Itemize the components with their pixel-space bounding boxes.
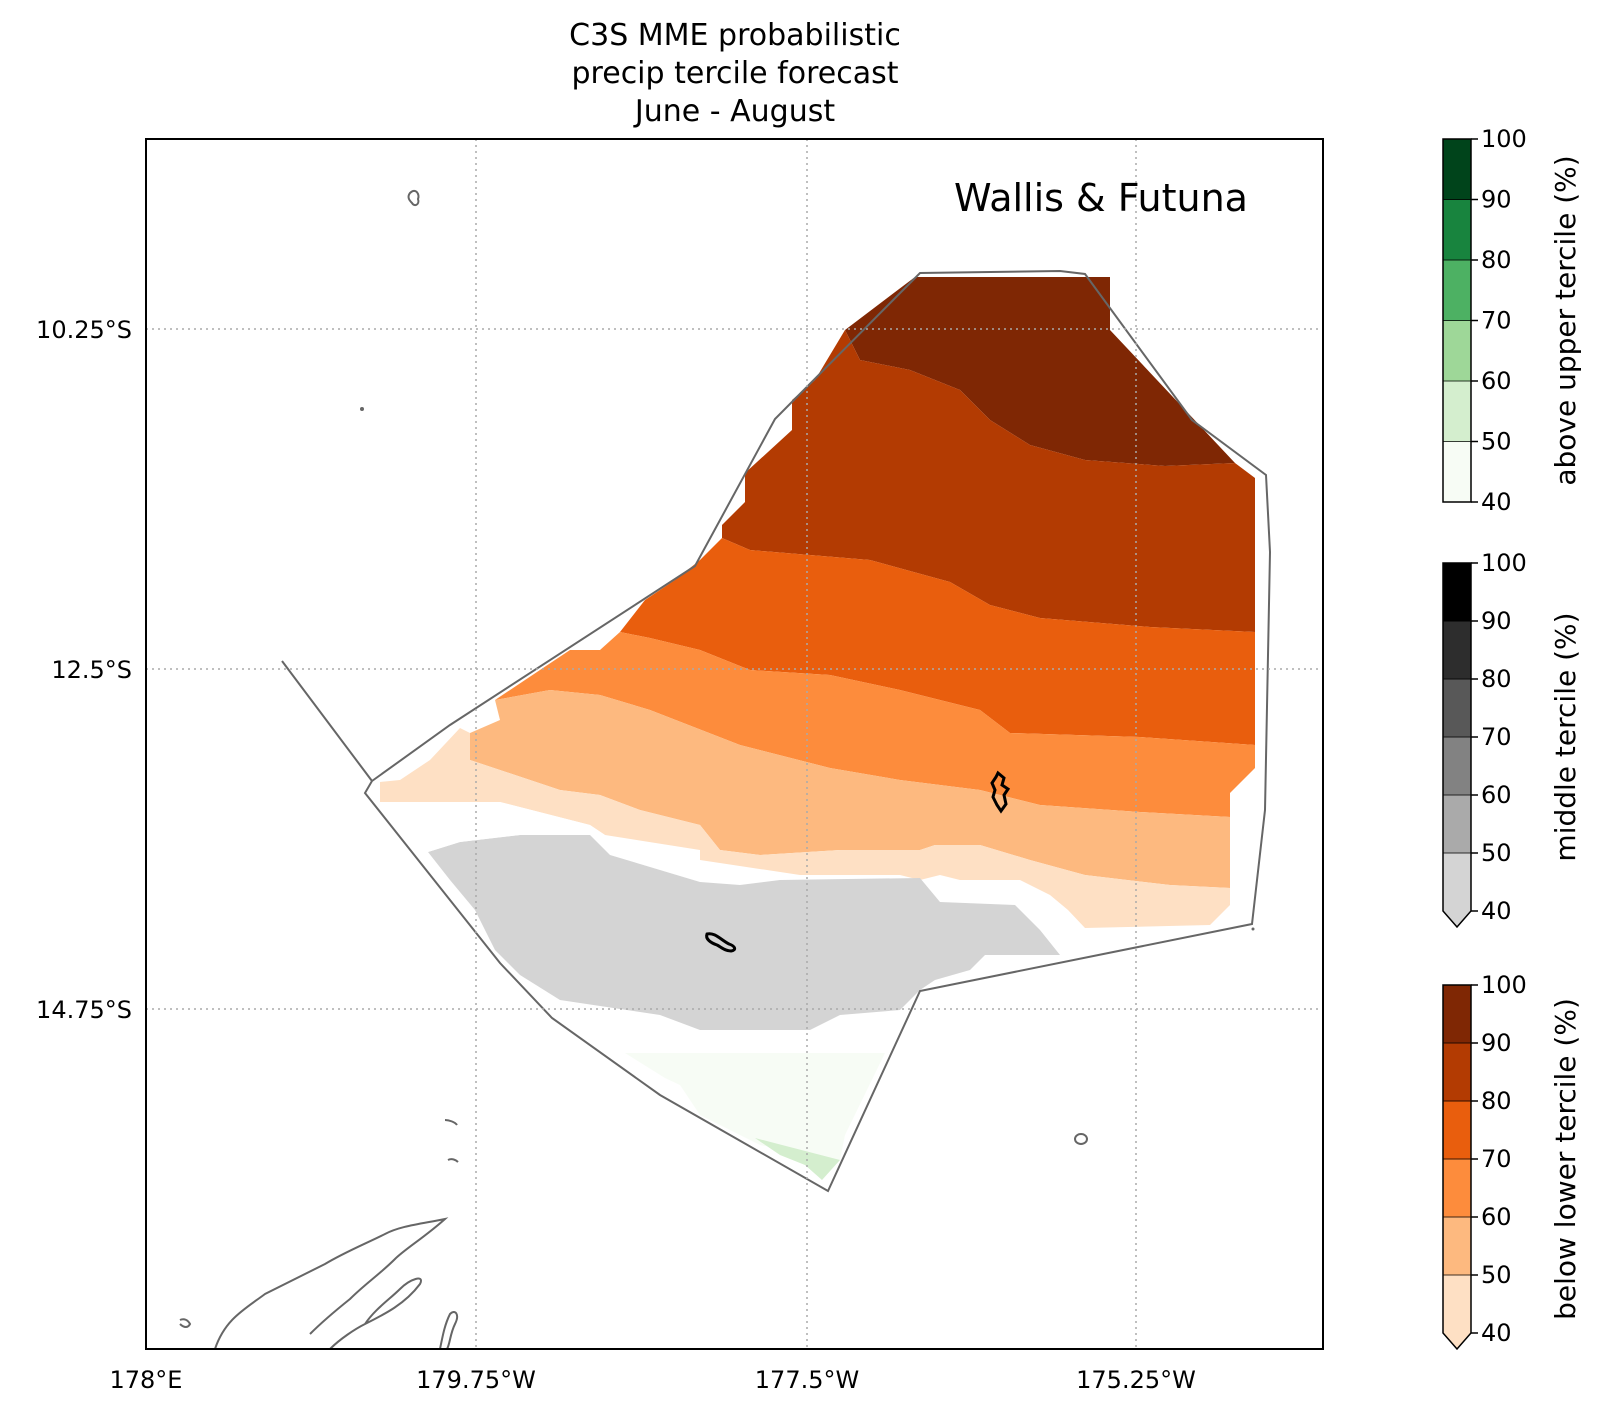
gap-strips: [380, 802, 605, 852]
colorbar-label: above upper tercile (%): [1549, 155, 1582, 485]
middle-tercile-shading: [428, 835, 1060, 1030]
x-tick-label: 177.5°W: [755, 1366, 859, 1394]
colorbar-label: middle tercile (%): [1549, 612, 1582, 861]
colorbar-tick-label: 100: [1481, 549, 1527, 577]
colorbar-1: 40 50 60 70 80 90 100 above upper tercile (%): [1442, 125, 1582, 516]
islet-north: [407, 189, 420, 207]
y-tick-label: 10.25°S: [36, 316, 132, 344]
colorbar-swatch: [1443, 563, 1471, 622]
colorbar-swatch: [1443, 199, 1471, 261]
colorbar-tick-label: 50: [1481, 839, 1512, 867]
colorbar-tick-label: 80: [1481, 246, 1512, 274]
colorbar-extend-min: [1443, 911, 1471, 927]
fiji-islands: [179, 1119, 459, 1349]
band-above-50-60: [755, 1138, 840, 1180]
colorbar-label: below lower tercile (%): [1549, 998, 1582, 1320]
colorbar-tick-label: 70: [1481, 1145, 1512, 1173]
colorbar-swatch: [1443, 853, 1471, 912]
colorbar-tick-label: 60: [1481, 781, 1512, 809]
above-tercile-shading: [625, 1053, 885, 1180]
band-below-60-70: [495, 632, 1255, 817]
colorbar-swatch: [1443, 621, 1471, 680]
y-tick-label: 14.75°S: [36, 996, 132, 1024]
region-label: Wallis & Futuna: [954, 176, 1248, 220]
colorbar-2: 40 50 60 70 80 90 100 middle tercile (%): [1442, 549, 1582, 929]
colorbar-swatch: [1443, 1101, 1471, 1160]
colorbar-swatch: [1443, 260, 1471, 321]
region-boundary: [281, 269, 1272, 1193]
islands: [179, 189, 1255, 1349]
colorbar-tick-label: 60: [1481, 367, 1512, 395]
below-tercile-shading: [380, 277, 1255, 928]
colorbar-tick-label: 70: [1481, 307, 1512, 335]
band-below-80-90: [722, 330, 1255, 632]
band-below-40-50: [380, 728, 1230, 928]
colorbar-tick-label: 60: [1481, 1203, 1512, 1231]
colorbar-tick-label: 70: [1481, 723, 1512, 751]
colorbar-tick-label: 40: [1481, 1319, 1512, 1347]
colorbar-swatch: [1443, 441, 1471, 503]
islet-southeast: [1251, 927, 1255, 931]
title-line-2: precip tercile forecast: [572, 56, 899, 91]
map-frame: [145, 138, 1324, 1350]
colorbar-swatch: [1443, 985, 1471, 1044]
colorbar-tick-label: 90: [1481, 186, 1512, 214]
title-line-1: C3S MME probabilistic: [569, 18, 901, 53]
colorbar-swatch: [1443, 1275, 1471, 1334]
futuna-island: [705, 932, 737, 953]
colorbar-swatch: [1443, 320, 1471, 382]
map-panel: Wallis & Futuna 178°E 179.75°W 177.5°W 1…: [36, 138, 1324, 1394]
colorbar-swatch: [1443, 381, 1471, 442]
colorbar-tick-label: 90: [1481, 1029, 1512, 1057]
x-axis-ticks: 178°E 179.75°W 177.5°W 175.25°W: [110, 1366, 1196, 1394]
colorbar-tick-label: 50: [1481, 1261, 1512, 1289]
colorbar-swatch: [1443, 679, 1471, 738]
band-below-50-60: [470, 690, 1230, 888]
colorbar-swatch: [1443, 1217, 1471, 1276]
band-above-40-50: [625, 1053, 885, 1160]
colorbar-extend-min: [1443, 1333, 1471, 1349]
x-tick-label: 178°E: [110, 1366, 183, 1394]
colorbar-swatch: [1443, 795, 1471, 854]
colorbar-swatch: [1443, 1159, 1471, 1218]
title-line-3: June - August: [633, 94, 835, 129]
colorbar-tick-label: 50: [1481, 428, 1512, 456]
gridlines: [146, 139, 1323, 1349]
colorbar-swatch: [1443, 737, 1471, 796]
y-tick-label: 12.5°S: [51, 656, 132, 684]
islet-west: [360, 407, 364, 411]
colorbar-tick-label: 80: [1481, 665, 1512, 693]
band-below-70-80: [620, 538, 1255, 745]
islet-east: [1074, 1133, 1088, 1145]
x-tick-label: 179.75°W: [416, 1366, 536, 1394]
x-tick-label: 175.25°W: [1076, 1366, 1196, 1394]
band-middle-40-50: [428, 835, 1060, 1030]
colorbar-tick-label: 90: [1481, 607, 1512, 635]
colorbar-tick-label: 40: [1481, 488, 1512, 516]
colorbar-tick-label: 100: [1481, 971, 1527, 999]
colorbar-tick-label: 100: [1481, 125, 1527, 153]
colorbar-3: 40 50 60 70 80 90 100 below lower tercile (%): [1442, 971, 1582, 1351]
band-below-90-100: [845, 277, 1235, 466]
colorbar-swatch: [1443, 1043, 1471, 1102]
colorbar-tick-label: 40: [1481, 897, 1512, 925]
colorbar-tick-label: 80: [1481, 1087, 1512, 1115]
wallis-island: [990, 770, 1011, 814]
colorbar-swatch: [1443, 139, 1471, 200]
y-axis-ticks: 10.25°S 12.5°S 14.75°S: [36, 316, 132, 1024]
